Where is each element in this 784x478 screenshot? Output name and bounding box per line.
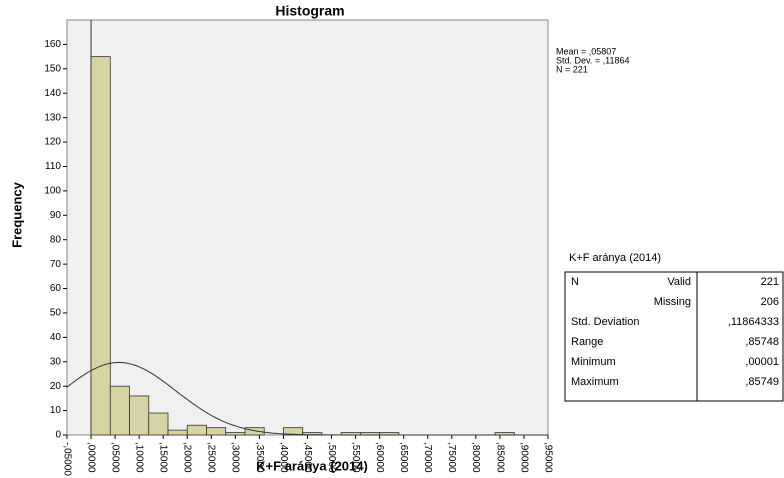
y-tick-label: 160: [44, 39, 61, 50]
x-tick-label: ,10000: [134, 442, 145, 473]
x-tick-label: ,40000: [278, 442, 289, 473]
bar: [244, 427, 265, 436]
x-tick-label: ,85000: [494, 442, 505, 473]
row-value: 206: [761, 296, 779, 308]
x-tick-label: ,90000: [518, 442, 529, 473]
bar: [167, 429, 188, 436]
bar: [129, 395, 150, 436]
plot-area: [66, 19, 549, 436]
x-tick-label: ,35000: [254, 442, 265, 473]
annotation: Mean = ,05807: [556, 46, 616, 56]
x-tick-label: ,65000: [398, 442, 409, 473]
row-label: Maximum: [571, 376, 619, 388]
y-tick-label: 130: [44, 112, 61, 123]
x-tick-label: ,05000: [109, 442, 120, 473]
x-tick-label: ,00000: [85, 442, 96, 473]
y-tick-label: 0: [55, 430, 61, 441]
x-tick-label: ,70000: [422, 442, 433, 473]
bar: [109, 385, 130, 436]
x-axis-label: K+F aránya (2014): [256, 458, 368, 473]
row-label: Range: [571, 336, 603, 348]
x-tick-label: ,45000: [302, 442, 313, 473]
bar: [186, 424, 207, 436]
x-tick-label: ,30000: [230, 442, 241, 473]
row-value: ,11864333: [728, 316, 779, 328]
x-tick-label: ,15000: [158, 442, 169, 473]
bar: [225, 432, 246, 436]
row-value: 221: [761, 276, 779, 288]
y-tick-label: 100: [44, 186, 61, 197]
row-value: ,00001: [745, 356, 779, 368]
bar: [206, 427, 227, 436]
x-tick-label: ,80000: [470, 442, 481, 473]
x-tick-label: ,95000: [542, 442, 553, 473]
x-tick-label: ,25000: [206, 442, 217, 473]
bar: [90, 56, 111, 436]
table-title: K+F aránya (2014): [569, 252, 661, 264]
x-tick-label: -,05000: [61, 442, 72, 476]
row-label: N: [571, 276, 579, 288]
y-axis-label: Frequency: [9, 181, 24, 248]
row-sublabel: Missing: [654, 296, 691, 308]
x-tick-label: ,55000: [350, 442, 361, 473]
row-sublabel: Valid: [667, 276, 691, 288]
y-tick-label: 40: [50, 332, 62, 343]
chart-title: Histogram: [275, 3, 344, 19]
y-tick-label: 20: [50, 381, 62, 392]
y-tick-label: 60: [50, 283, 62, 294]
y-tick-label: 140: [44, 88, 61, 99]
y-tick-label: 80: [50, 234, 62, 245]
row-label: Std. Deviation: [571, 316, 639, 328]
x-tick-label: ,20000: [182, 442, 193, 473]
y-tick-label: 30: [50, 356, 62, 367]
normal-curve: [66, 361, 548, 436]
annotation: N = 221: [556, 64, 588, 74]
y-tick-label: 90: [50, 210, 62, 221]
x-tick-label: ,60000: [374, 442, 385, 473]
row-value: ,85748: [745, 336, 779, 348]
annotation: Std. Dev. = ,11864: [556, 55, 629, 65]
table-frame: [564, 271, 784, 402]
y-tick-label: 70: [50, 259, 62, 270]
y-tick-label: 50: [50, 308, 62, 319]
y-tick-label: 120: [44, 137, 61, 148]
bar: [148, 412, 169, 436]
row-value: ,85749: [745, 376, 779, 388]
bar: [283, 427, 304, 436]
y-tick-label: 10: [50, 405, 62, 416]
x-tick-label: ,75000: [446, 442, 457, 473]
y-tick-label: 110: [45, 161, 61, 172]
row-label: Minimum: [571, 356, 616, 368]
x-tick-label: ,50000: [326, 442, 337, 473]
y-tick-label: 150: [44, 63, 61, 74]
